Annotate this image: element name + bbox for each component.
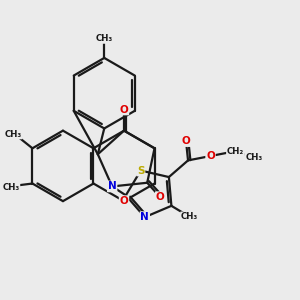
Text: O: O <box>206 151 215 161</box>
Text: CH₃: CH₃ <box>96 34 113 43</box>
Text: N: N <box>140 212 149 222</box>
Text: O: O <box>120 104 128 115</box>
Text: CH₃: CH₃ <box>4 130 22 139</box>
Text: CH₃: CH₃ <box>2 183 20 192</box>
Text: CH₃: CH₃ <box>181 212 198 221</box>
Text: CH₂: CH₂ <box>227 147 244 156</box>
Text: O: O <box>182 136 190 146</box>
Text: O: O <box>120 196 128 206</box>
Text: O: O <box>156 192 164 202</box>
Text: CH₃: CH₃ <box>245 153 262 162</box>
Text: N: N <box>108 182 116 191</box>
Text: S: S <box>137 166 145 176</box>
